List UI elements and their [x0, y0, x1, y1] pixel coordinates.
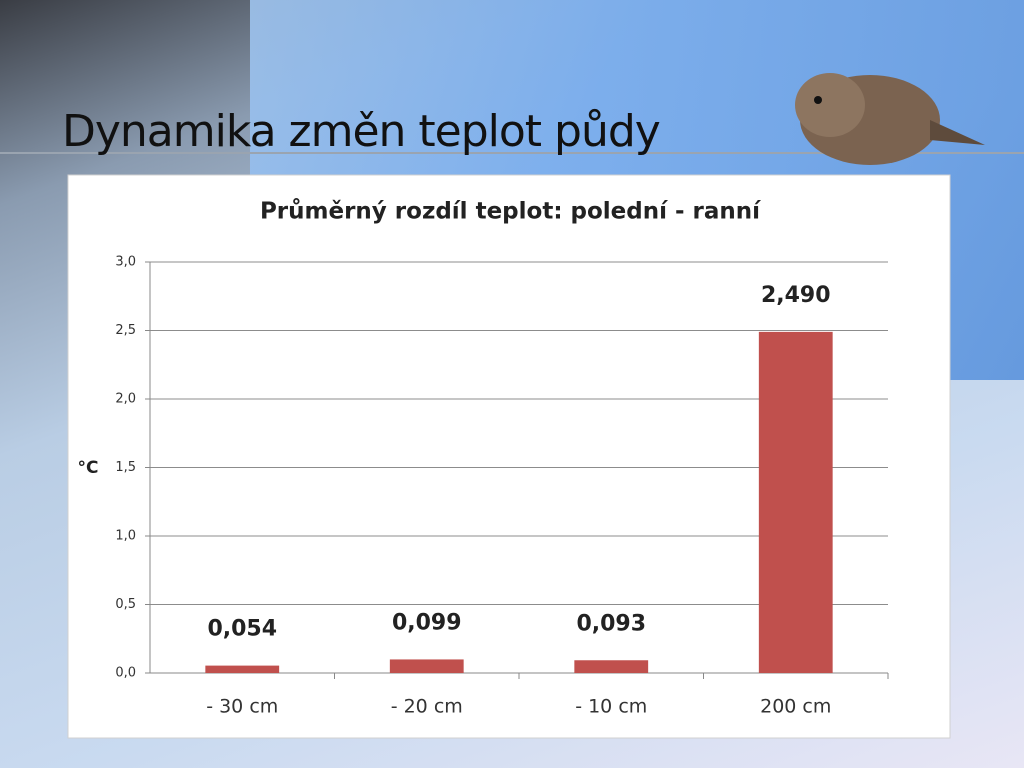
y-tick-label: 2,0	[115, 392, 136, 407]
y-tick-label: 2,5	[115, 323, 136, 338]
x-tick-label: 200 cm	[760, 696, 831, 718]
y-tick-label: 1,5	[115, 460, 136, 475]
x-tick-label: - 30 cm	[206, 696, 278, 718]
bar	[389, 659, 464, 673]
x-tick-label: - 10 cm	[575, 696, 647, 718]
data-label: 2,490	[761, 283, 831, 308]
bar	[205, 665, 280, 673]
y-axis-label: °C	[78, 458, 99, 478]
y-tick-label: 3,0	[115, 255, 136, 270]
y-tick-label: 0,5	[115, 597, 136, 612]
bar	[574, 660, 649, 673]
y-tick-label: 1,0	[115, 529, 136, 544]
x-tick-label: - 20 cm	[391, 696, 463, 718]
data-label: 0,054	[207, 617, 277, 642]
y-tick-label: 0,0	[115, 666, 136, 681]
data-label: 0,093	[576, 611, 646, 636]
bar	[758, 331, 833, 673]
bird-illustration	[795, 73, 985, 165]
data-label: 0,099	[392, 610, 462, 635]
chart-title: Průměrný rozdíl teplot: polední - ranní	[260, 198, 761, 225]
slide-title: Dynamika změn teplot půdy	[62, 106, 661, 157]
divider	[0, 152, 1024, 154]
